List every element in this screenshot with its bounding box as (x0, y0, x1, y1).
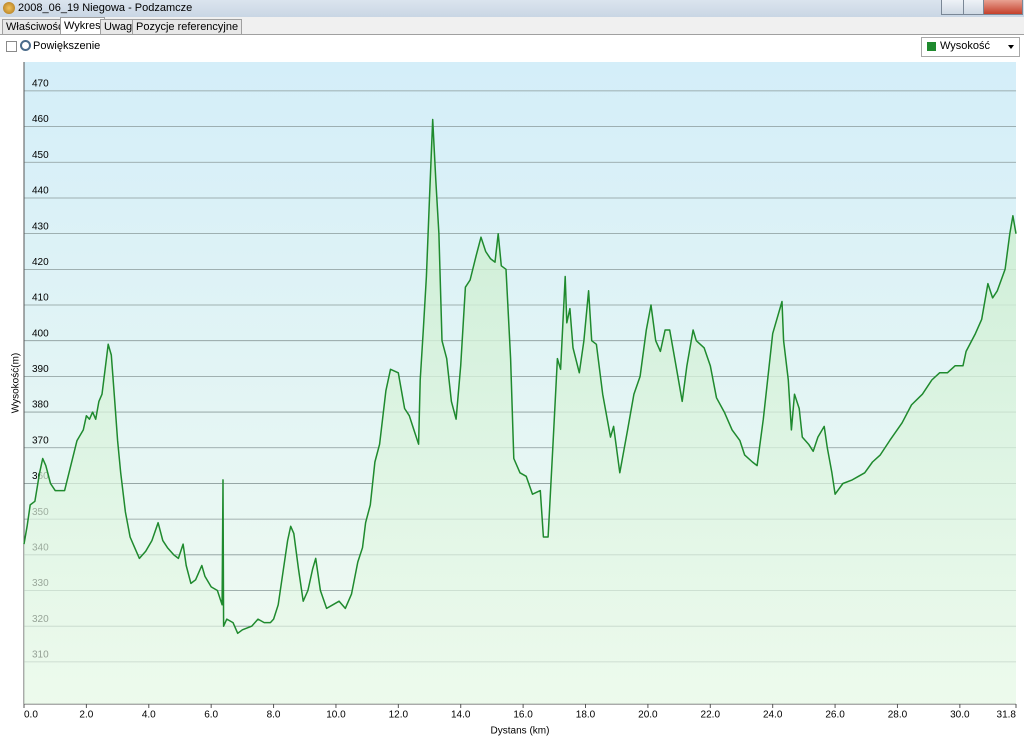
area-fill (24, 119, 1016, 704)
x-tick-label: 28.0 (888, 710, 908, 721)
y-tick-label: 400 (32, 328, 49, 339)
y-tick-label: 370 (32, 435, 49, 446)
x-tick-label: 31.8 (997, 710, 1017, 721)
x-tick-label: 2.0 (79, 710, 93, 721)
y-axis-label: Wysokość(m) (11, 353, 22, 413)
tab-active[interactable]: Wykres (60, 17, 105, 34)
x-tick-label: 14.0 (451, 710, 471, 721)
tab[interactable]: Pozycje referencyjne (132, 19, 243, 34)
x-tick-label: 16.0 (513, 710, 533, 721)
x-tick-label: 22.0 (701, 710, 721, 721)
y-tick-label: 460 (32, 114, 49, 125)
x-tick-label: 8.0 (267, 710, 281, 721)
x-tick-label: 6.0 (204, 710, 218, 721)
dropdown-arrow (1008, 45, 1014, 49)
x-tick-label: 20.0 (638, 710, 658, 721)
x-tick-label: 18.0 (576, 710, 596, 721)
x-tick-label: 4.0 (142, 710, 156, 721)
tab-strip: Właściwości Wykres Uwagi Pozycje referen… (0, 17, 1024, 35)
tab[interactable]: Właściwości (2, 19, 70, 34)
y-tick-label: 440 (32, 186, 49, 197)
x-tick-label: 10.0 (326, 710, 346, 721)
x-axis-label: Dystans (km) (491, 726, 550, 737)
y-tick-label: 430 (32, 221, 49, 232)
tab[interactable]: Uwagi (100, 19, 139, 34)
y-tick-label: 380 (32, 400, 49, 411)
zoom-label[interactable]: Powiększenie (33, 40, 101, 52)
legend-swatch (927, 42, 936, 51)
y-tick-label: 420 (32, 257, 49, 268)
x-tick-label: 26.0 (825, 710, 845, 721)
app-icon (3, 2, 15, 14)
x-tick-label: 0.0 (24, 710, 38, 721)
window-title: 2008_06_19 Niegowa - Podzamcze (18, 2, 193, 14)
x-tick-label: 12.0 (389, 710, 409, 721)
x-tick-label: 30.0 (950, 710, 970, 721)
y-tick-label: 450 (32, 150, 49, 161)
x-tick-label: 24.0 (763, 710, 783, 721)
close-button[interactable] (983, 0, 1023, 15)
y-tick-label: 410 (32, 293, 49, 304)
title-bar: 2008_06_19 Niegowa - Podzamcze (0, 0, 1024, 17)
y-tick-label: 390 (32, 364, 49, 375)
zoom-icon (20, 40, 31, 51)
series-dropdown[interactable]: Wysokość (921, 37, 1020, 57)
y-tick-label: 470 (32, 79, 49, 90)
legend-label: Wysokość (940, 40, 991, 52)
zoom-checkbox[interactable] (6, 41, 17, 52)
elevation-line (23, 118, 1017, 635)
